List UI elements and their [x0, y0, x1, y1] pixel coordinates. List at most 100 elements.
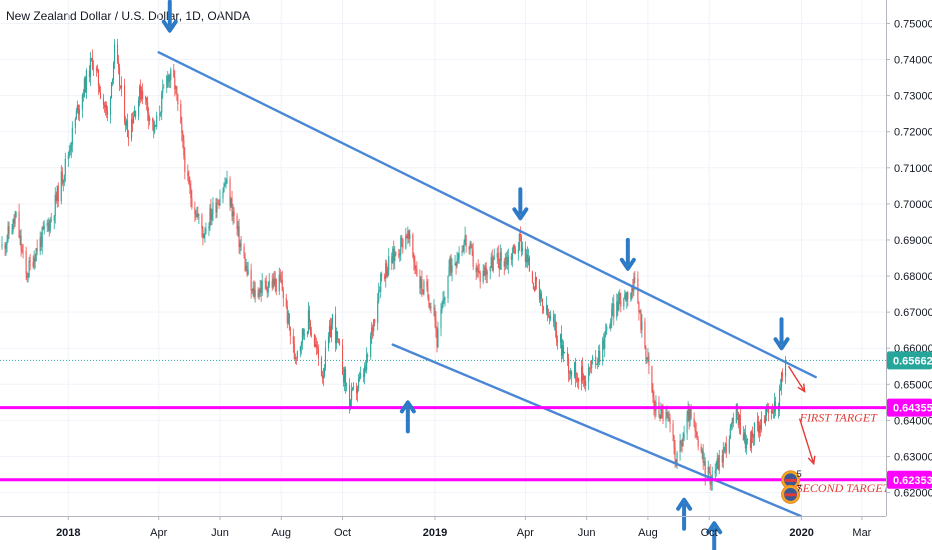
x-tick-label: Aug	[271, 527, 291, 539]
candle-body	[302, 328, 304, 336]
candle-body	[533, 289, 535, 291]
arrow-head	[706, 521, 723, 535]
candle-body	[688, 409, 690, 421]
candle-body	[697, 439, 699, 447]
candle-body	[625, 293, 627, 301]
candle-body	[120, 85, 123, 88]
candle-body	[704, 461, 706, 477]
candle-body	[430, 306, 432, 309]
candle-body	[240, 243, 242, 247]
candle-body	[757, 421, 759, 433]
candle-body	[646, 357, 648, 360]
candle-body	[519, 234, 521, 237]
candle-body	[167, 76, 169, 83]
candle-body	[597, 362, 599, 365]
candle-body	[609, 326, 611, 329]
candle-body	[56, 185, 58, 201]
candle-body	[148, 112, 150, 121]
candle-body	[15, 211, 17, 218]
candle-body	[82, 95, 84, 97]
candle-body	[391, 256, 393, 264]
candle-body	[503, 261, 505, 267]
candle-body	[512, 245, 514, 253]
candle-body	[613, 303, 615, 318]
candle-body	[218, 204, 220, 206]
candle-body	[118, 67, 121, 86]
candle-body	[640, 310, 642, 330]
candle-body	[239, 243, 241, 247]
arrow-head	[676, 497, 693, 511]
candle-body	[163, 87, 165, 89]
candle-body	[331, 314, 334, 324]
candle-body	[190, 187, 192, 199]
candle-body	[455, 263, 457, 266]
candle-body	[738, 415, 740, 425]
candle-body	[243, 246, 245, 258]
y-tick-label: 0.69000	[894, 235, 932, 247]
candle-body	[252, 287, 254, 292]
candle-body	[177, 94, 179, 105]
candle-body	[545, 305, 548, 311]
candle-body	[454, 263, 456, 266]
candle-body	[96, 69, 98, 71]
candle-body	[196, 213, 198, 217]
candle-body	[442, 299, 444, 307]
candle-body	[413, 256, 415, 262]
candle-body	[19, 235, 21, 238]
candle-body	[195, 214, 197, 217]
projection-head	[807, 455, 816, 466]
down-arrow-icon	[619, 237, 636, 271]
candle-body	[98, 86, 100, 92]
candle-body	[482, 270, 484, 282]
candle-body	[198, 214, 200, 216]
candle-body	[690, 409, 692, 418]
candle-body	[216, 203, 218, 213]
candle-body	[535, 276, 537, 281]
event-stripe	[784, 478, 797, 482]
candle-body	[693, 417, 695, 427]
candle-body	[162, 87, 164, 94]
candle-body	[296, 351, 298, 358]
candle-body	[7, 225, 9, 241]
candle-body	[461, 250, 463, 254]
candle-body	[707, 466, 709, 477]
candle-body	[582, 366, 584, 380]
candle-body	[725, 443, 727, 453]
event-badge: 5	[797, 469, 802, 479]
candle-body	[681, 443, 683, 446]
candle-body	[309, 322, 311, 334]
candle-body	[173, 69, 175, 78]
candle-body	[381, 273, 383, 276]
candle-body	[187, 171, 189, 177]
candle-body	[772, 412, 775, 414]
candle-body	[372, 327, 374, 332]
candle-body	[34, 257, 36, 262]
candle-body	[379, 290, 381, 292]
candle-body	[552, 315, 555, 322]
candle-body	[359, 376, 361, 379]
candle-body	[238, 226, 240, 247]
x-tick-label: 2018	[56, 527, 80, 539]
candle-body	[513, 245, 515, 249]
candle-body	[659, 415, 661, 419]
candle-body	[265, 280, 267, 289]
candle-body	[146, 97, 148, 103]
candle-body	[49, 219, 51, 231]
candle-body	[526, 254, 528, 263]
candle-body	[350, 400, 352, 409]
candle-body	[128, 137, 130, 139]
candle-body	[683, 433, 685, 439]
last-price-tag	[887, 351, 932, 370]
candle-body	[28, 260, 30, 277]
candle-body	[201, 214, 203, 230]
candle-body	[590, 367, 592, 369]
candle-body	[584, 375, 586, 386]
x-tick-label: Apr	[517, 527, 534, 539]
candle-body	[689, 409, 691, 421]
candle-body	[562, 345, 565, 354]
candle-body	[669, 418, 671, 424]
candle-body	[329, 325, 332, 338]
candle-body	[6, 240, 8, 245]
candle-body	[448, 267, 450, 276]
